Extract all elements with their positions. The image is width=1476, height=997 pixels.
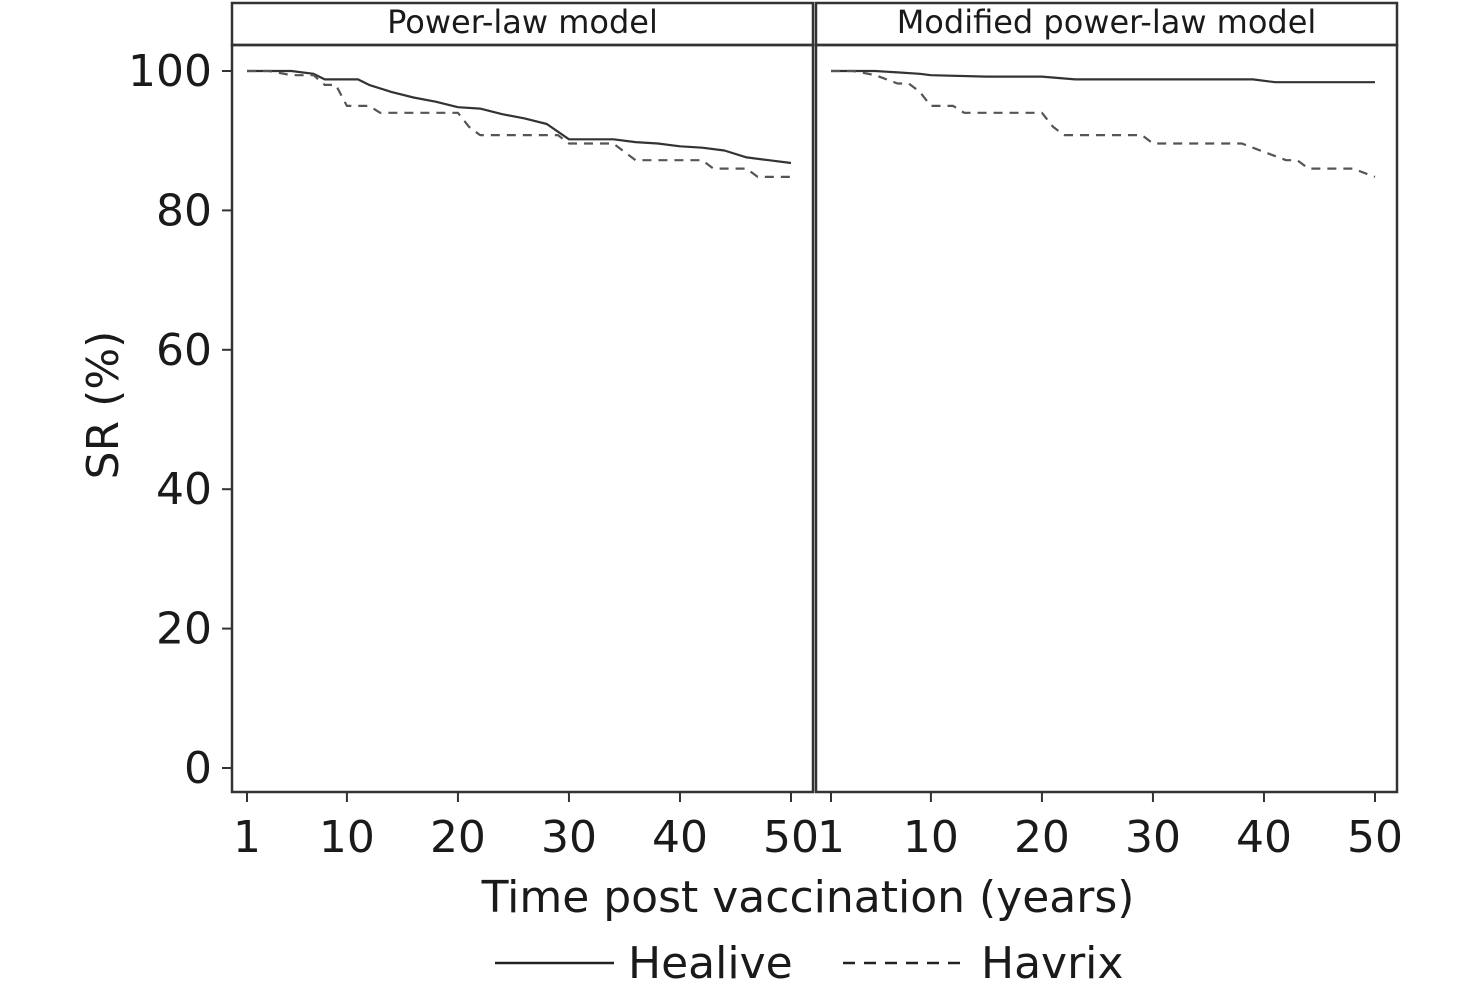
x-tick-label: 40 (652, 812, 708, 863)
series-line-healive (831, 69, 1375, 84)
x-tick-label: 10 (903, 812, 959, 863)
x-axis-title: Time post vaccination (years) (481, 872, 1135, 923)
y-tick-label: 40 (156, 464, 212, 515)
plot-frame (230, 43, 815, 794)
panel-power-law-model: Power-law model 1 10 20 30 40 50 (230, 1, 819, 863)
x-tick-label: 50 (1347, 812, 1403, 863)
y-axis: 0 20 40 60 80 100 (128, 46, 232, 794)
y-tick-label: 80 (156, 185, 212, 236)
series-line-havrix (247, 69, 791, 178)
x-tick-label: 20 (1014, 812, 1070, 863)
legend-label-havrix: Havrix (981, 938, 1123, 989)
x-tick-label: 30 (1125, 812, 1181, 863)
y-tick-label: 20 (156, 604, 212, 655)
panel-modified-power-law-model: Modified power-law model 1 10 20 30 40 50 (814, 1, 1403, 863)
x-tick-label: 10 (319, 812, 375, 863)
panel-strip (230, 1, 815, 47)
y-tick-label: 60 (156, 325, 212, 376)
series-line-havrix (831, 69, 1376, 178)
y-axis-title: SR (%) (78, 331, 129, 480)
x-tick-label: 40 (1236, 812, 1292, 863)
x-tick-label: 20 (430, 812, 486, 863)
x-tick-label: 30 (541, 812, 597, 863)
x-tick-label: 50 (763, 812, 819, 863)
y-tick-label: 100 (128, 46, 212, 97)
series-line-healive (247, 69, 792, 165)
panel-title: Power-law model (387, 3, 658, 41)
y-tick-label: 0 (184, 743, 212, 794)
panel-title: Modified power-law model (897, 3, 1317, 41)
legend: Healive Havrix (495, 938, 1123, 989)
legend-label-healive: Healive (628, 938, 793, 989)
plot-frame (814, 43, 1399, 794)
x-tick-label: 1 (233, 812, 261, 863)
panel-strip (814, 1, 1399, 47)
x-tick-label: 1 (817, 812, 845, 863)
